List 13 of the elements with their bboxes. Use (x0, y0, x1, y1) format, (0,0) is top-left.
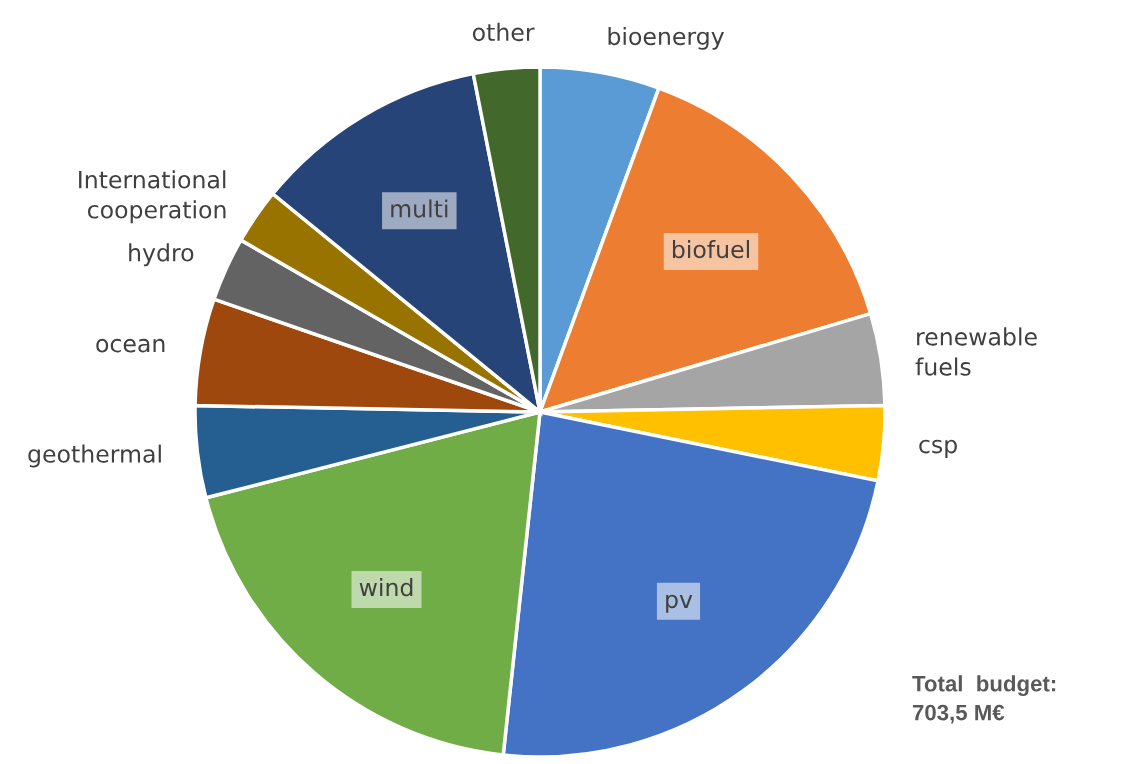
slice-label: wind (359, 578, 413, 597)
slice-label: csp (919, 439, 957, 458)
slice-label: renewable fuels (915, 327, 1037, 376)
slice-label: multi (391, 199, 448, 218)
slice-label: bioenergy (608, 26, 724, 50)
slice-label: ocean (96, 338, 165, 353)
slice-label: other (472, 22, 535, 42)
slice-label: International cooperation (79, 170, 226, 224)
slice-label: biofuel (672, 239, 749, 259)
text: Total budget: 703,5 M€ (912, 675, 1056, 724)
slice-label: hydro (129, 243, 194, 267)
slice-label: pv (666, 594, 693, 613)
slice-label: geothermal (28, 444, 161, 468)
